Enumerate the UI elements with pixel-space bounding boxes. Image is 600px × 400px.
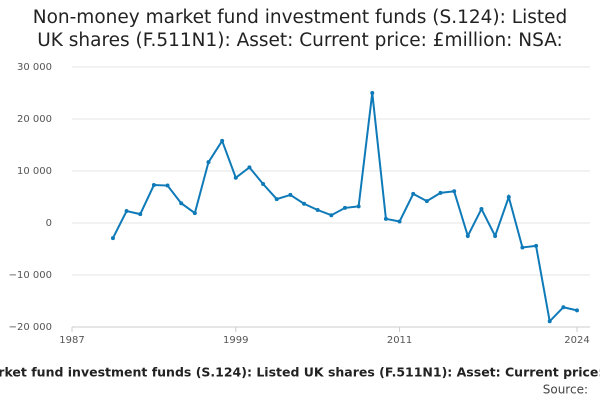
y-tick-label: 0	[46, 218, 52, 229]
data-point	[274, 197, 279, 202]
data-point	[520, 245, 525, 250]
data-point	[452, 189, 457, 194]
x-tick-label: 1999	[223, 335, 248, 346]
data-point	[302, 201, 307, 206]
data-point	[165, 183, 170, 188]
data-point	[138, 212, 143, 217]
data-point	[561, 305, 566, 310]
y-tick-label: 20 000	[17, 114, 52, 125]
data-point	[233, 175, 238, 180]
y-tick-label: −10 000	[9, 270, 52, 281]
data-point	[547, 319, 552, 324]
x-tick-label: 2024	[564, 335, 589, 346]
data-point	[438, 190, 443, 195]
source: Source:	[543, 383, 588, 397]
y-tick-label: −20 000	[9, 322, 52, 333]
data-point	[261, 182, 266, 186]
data-point	[192, 211, 197, 216]
x-tick-label: 2011	[387, 335, 412, 346]
data-point	[179, 201, 184, 206]
data-point	[397, 219, 402, 224]
data-point	[370, 91, 375, 95]
data-point	[124, 209, 129, 214]
data-point	[356, 204, 361, 209]
y-tick-label: 30 000	[17, 62, 52, 73]
data-point	[342, 205, 347, 210]
data-point	[206, 160, 211, 165]
data-point	[479, 206, 484, 211]
data-point	[329, 213, 334, 218]
data-point	[424, 199, 429, 204]
data-point	[315, 208, 320, 212]
y-tick-label: 10 000	[17, 166, 52, 177]
chart-title: Non-money market fund investment funds (…	[32, 7, 568, 51]
data-point	[220, 138, 225, 143]
data-point	[575, 308, 579, 313]
data-point	[506, 195, 511, 199]
data-point	[247, 165, 252, 170]
data-point	[493, 234, 498, 238]
data-point	[110, 236, 115, 241]
data-point	[411, 191, 416, 196]
x-tick-label: 1987	[59, 335, 84, 346]
x-axis-label: Non-money market fund investment funds (…	[0, 365, 600, 380]
data-point	[534, 243, 539, 248]
data-point	[288, 192, 293, 197]
data-point	[383, 216, 388, 221]
data-point	[465, 234, 470, 238]
data-point	[151, 183, 156, 188]
